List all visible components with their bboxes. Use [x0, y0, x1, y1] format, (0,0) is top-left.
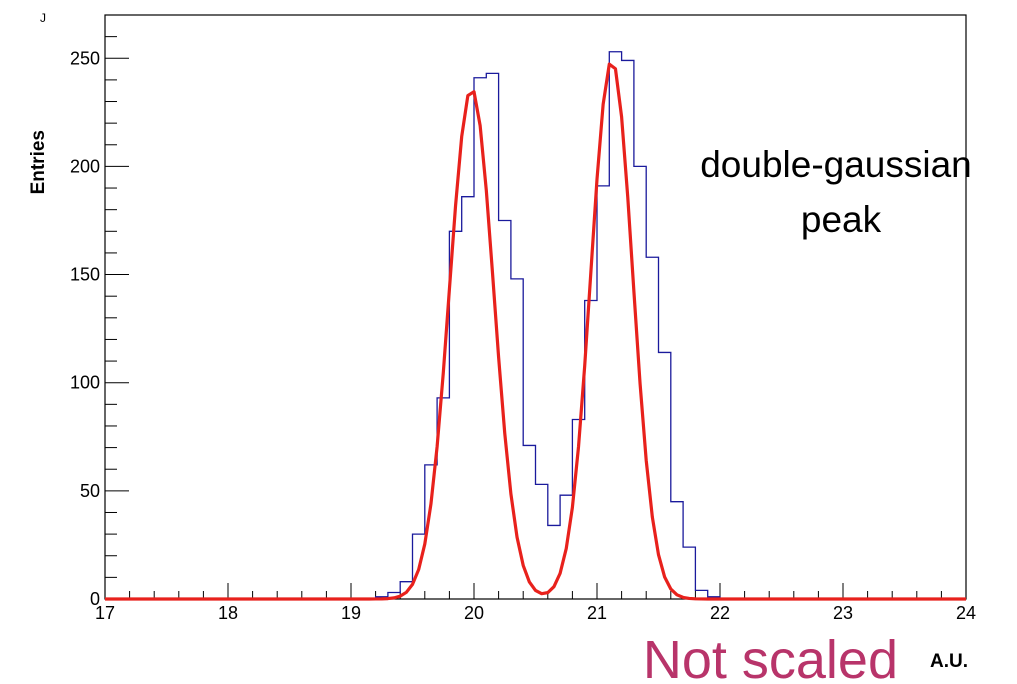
histogram-bin	[536, 484, 548, 599]
y-tick-label: 200	[70, 156, 100, 176]
y-tick-label: 50	[80, 481, 100, 501]
annotation-line-2: peak	[801, 199, 882, 240]
x-tick-label: 18	[218, 603, 238, 623]
x-tick-label: 20	[464, 603, 484, 623]
x-tick-label: 21	[587, 603, 607, 623]
histogram-bin	[671, 502, 683, 599]
x-tick-label: 23	[833, 603, 853, 623]
not-scaled-label: Not scaled	[643, 630, 898, 684]
histogram-bins	[376, 52, 720, 599]
fit-curve	[105, 62, 966, 601]
histogram-bin	[499, 220, 511, 599]
histogram-bin	[449, 231, 461, 599]
x-tick-label: 19	[341, 603, 361, 623]
y-tick-label: 100	[70, 373, 100, 393]
x-tick-label: 17	[95, 603, 115, 623]
corner-mark: J	[40, 11, 46, 25]
histogram-bin	[683, 547, 695, 599]
annotation-line-1: double-gaussian	[700, 144, 972, 185]
y-tick-label: 250	[70, 48, 100, 68]
histogram-bin	[462, 197, 474, 599]
plot-frame	[104, 14, 967, 600]
y-axis-title: Entries	[28, 130, 49, 194]
x-axis-title: A.U.	[930, 651, 968, 672]
histogram-bin	[523, 445, 535, 599]
histogram-bin	[597, 186, 609, 599]
histogram-bin	[609, 52, 621, 599]
y-axis: 0 50 100 150 200 250	[70, 14, 129, 609]
x-axis: 17 18 19 20 21 22 23 24	[95, 583, 976, 623]
x-tick-label: 24	[956, 603, 976, 623]
y-tick-label: 150	[70, 265, 100, 285]
y-tick-label: 0	[90, 589, 100, 609]
x-tick-label: 22	[710, 603, 730, 623]
